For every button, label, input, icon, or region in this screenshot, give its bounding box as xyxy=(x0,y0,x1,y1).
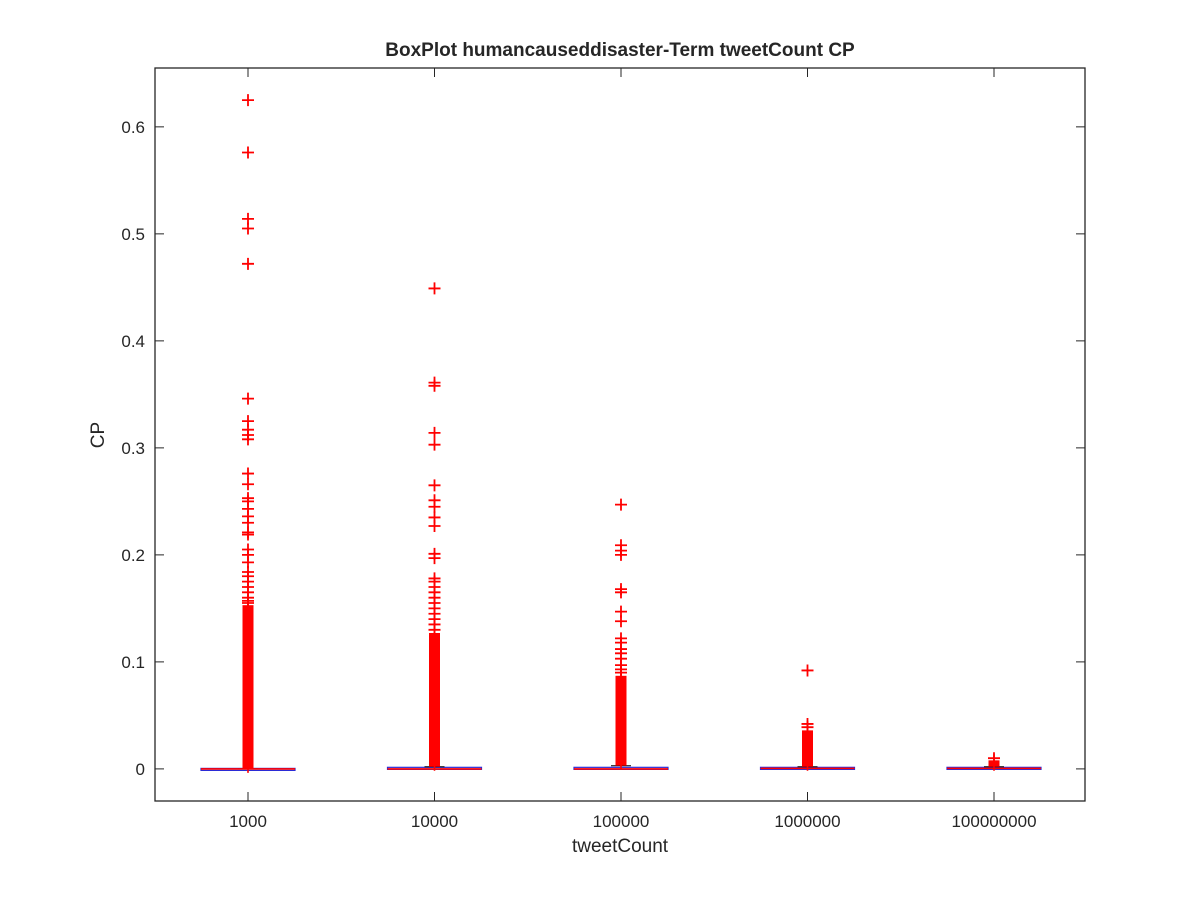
outlier-point xyxy=(242,433,254,446)
outlier-point xyxy=(615,586,627,599)
x-axis: 1000 10000 100000 1000000 100000000 xyxy=(229,68,1037,831)
outlier-point xyxy=(615,498,627,511)
x-tick-label: 1000000 xyxy=(774,812,840,831)
box-group xyxy=(386,282,483,771)
outlier-point xyxy=(242,597,254,610)
outlier-point xyxy=(242,94,254,107)
y-tick-label: 0 xyxy=(136,760,145,779)
x-tick-label: 1000 xyxy=(229,812,267,831)
y-tick-label: 0.6 xyxy=(121,118,145,137)
box-group xyxy=(946,752,1042,771)
outlier-point xyxy=(242,478,254,491)
y-axis: 0 0.1 0.2 0.3 0.4 0.5 0.6 xyxy=(121,118,1085,779)
y-tick-label: 0.2 xyxy=(121,546,145,565)
chart-title: BoxPlot humancauseddisaster-Term tweetCo… xyxy=(385,40,855,61)
outlier-point xyxy=(242,528,254,541)
y-tick-label: 0.3 xyxy=(121,439,145,458)
x-tick-label: 100000 xyxy=(593,812,650,831)
outlier-point xyxy=(615,615,627,628)
y-tick-label: 0.1 xyxy=(121,653,145,672)
outlier-point xyxy=(428,426,441,439)
outlier-point xyxy=(801,721,814,734)
outlier-point xyxy=(428,282,441,295)
plot-marks xyxy=(200,94,1042,773)
outlier-point xyxy=(428,379,441,392)
outlier-point xyxy=(428,500,441,513)
outlier-point xyxy=(801,664,814,677)
x-tick-label: 100000000 xyxy=(951,812,1036,831)
y-tick-label: 0.4 xyxy=(121,332,145,351)
outlier-point xyxy=(428,479,441,492)
outlier-point xyxy=(428,552,441,565)
outlier-point xyxy=(428,519,441,532)
outlier-point xyxy=(242,392,254,405)
outlier-point xyxy=(428,438,441,451)
outlier-point xyxy=(428,623,441,636)
outlier-point xyxy=(615,548,627,561)
box-group xyxy=(759,664,856,771)
y-axis-label: CP xyxy=(88,422,109,448)
axes-frame xyxy=(154,67,1086,802)
outlier-point xyxy=(242,146,254,159)
outlier-point xyxy=(242,257,254,270)
outlier-point xyxy=(242,467,254,480)
outlier-point xyxy=(242,222,254,235)
outlier-point xyxy=(615,666,627,679)
box-group xyxy=(200,94,296,773)
x-tick-label: 10000 xyxy=(411,812,458,831)
y-tick-label: 0.5 xyxy=(121,225,145,244)
outlier-point xyxy=(988,752,1000,765)
box-group xyxy=(573,498,669,770)
x-axis-label: tweetCount xyxy=(572,836,669,857)
